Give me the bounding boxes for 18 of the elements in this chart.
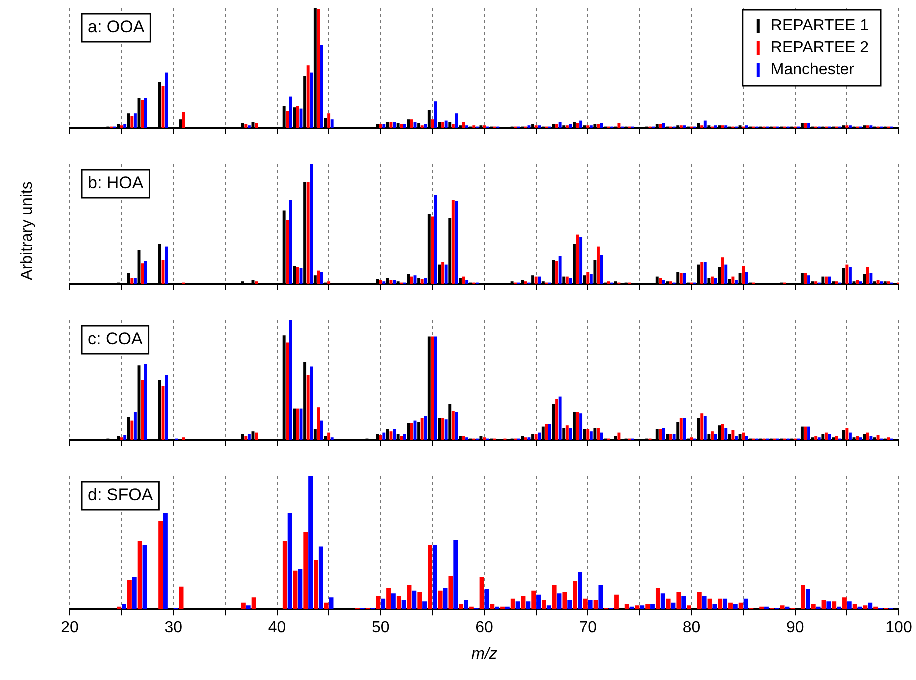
x-tick-label: 80 [682,620,701,637]
legend-label: REPARTEE 2 [770,39,870,56]
legend-label: Manchester [770,61,856,78]
annotation: a: OOA [88,18,146,37]
legend-label: REPARTEE 1 [770,17,870,34]
annotation: d: SFOA [88,486,154,505]
x-tick-label: 30 [164,620,183,637]
x-axis-title: m/z [472,646,498,663]
x-tick-label: 20 [61,620,79,637]
x-tick-label: 90 [786,620,804,637]
x-tick-label: 40 [268,620,286,637]
x-tick-label: 100 [886,620,912,637]
x-tick-label: 70 [579,620,598,637]
annotation: b: HOA [88,174,144,193]
y-axis-title: Arbitrary units [19,182,37,280]
annotation: c: COA [88,330,144,349]
x-tick-label: 50 [372,620,390,637]
x-tick-label: 60 [476,620,494,637]
